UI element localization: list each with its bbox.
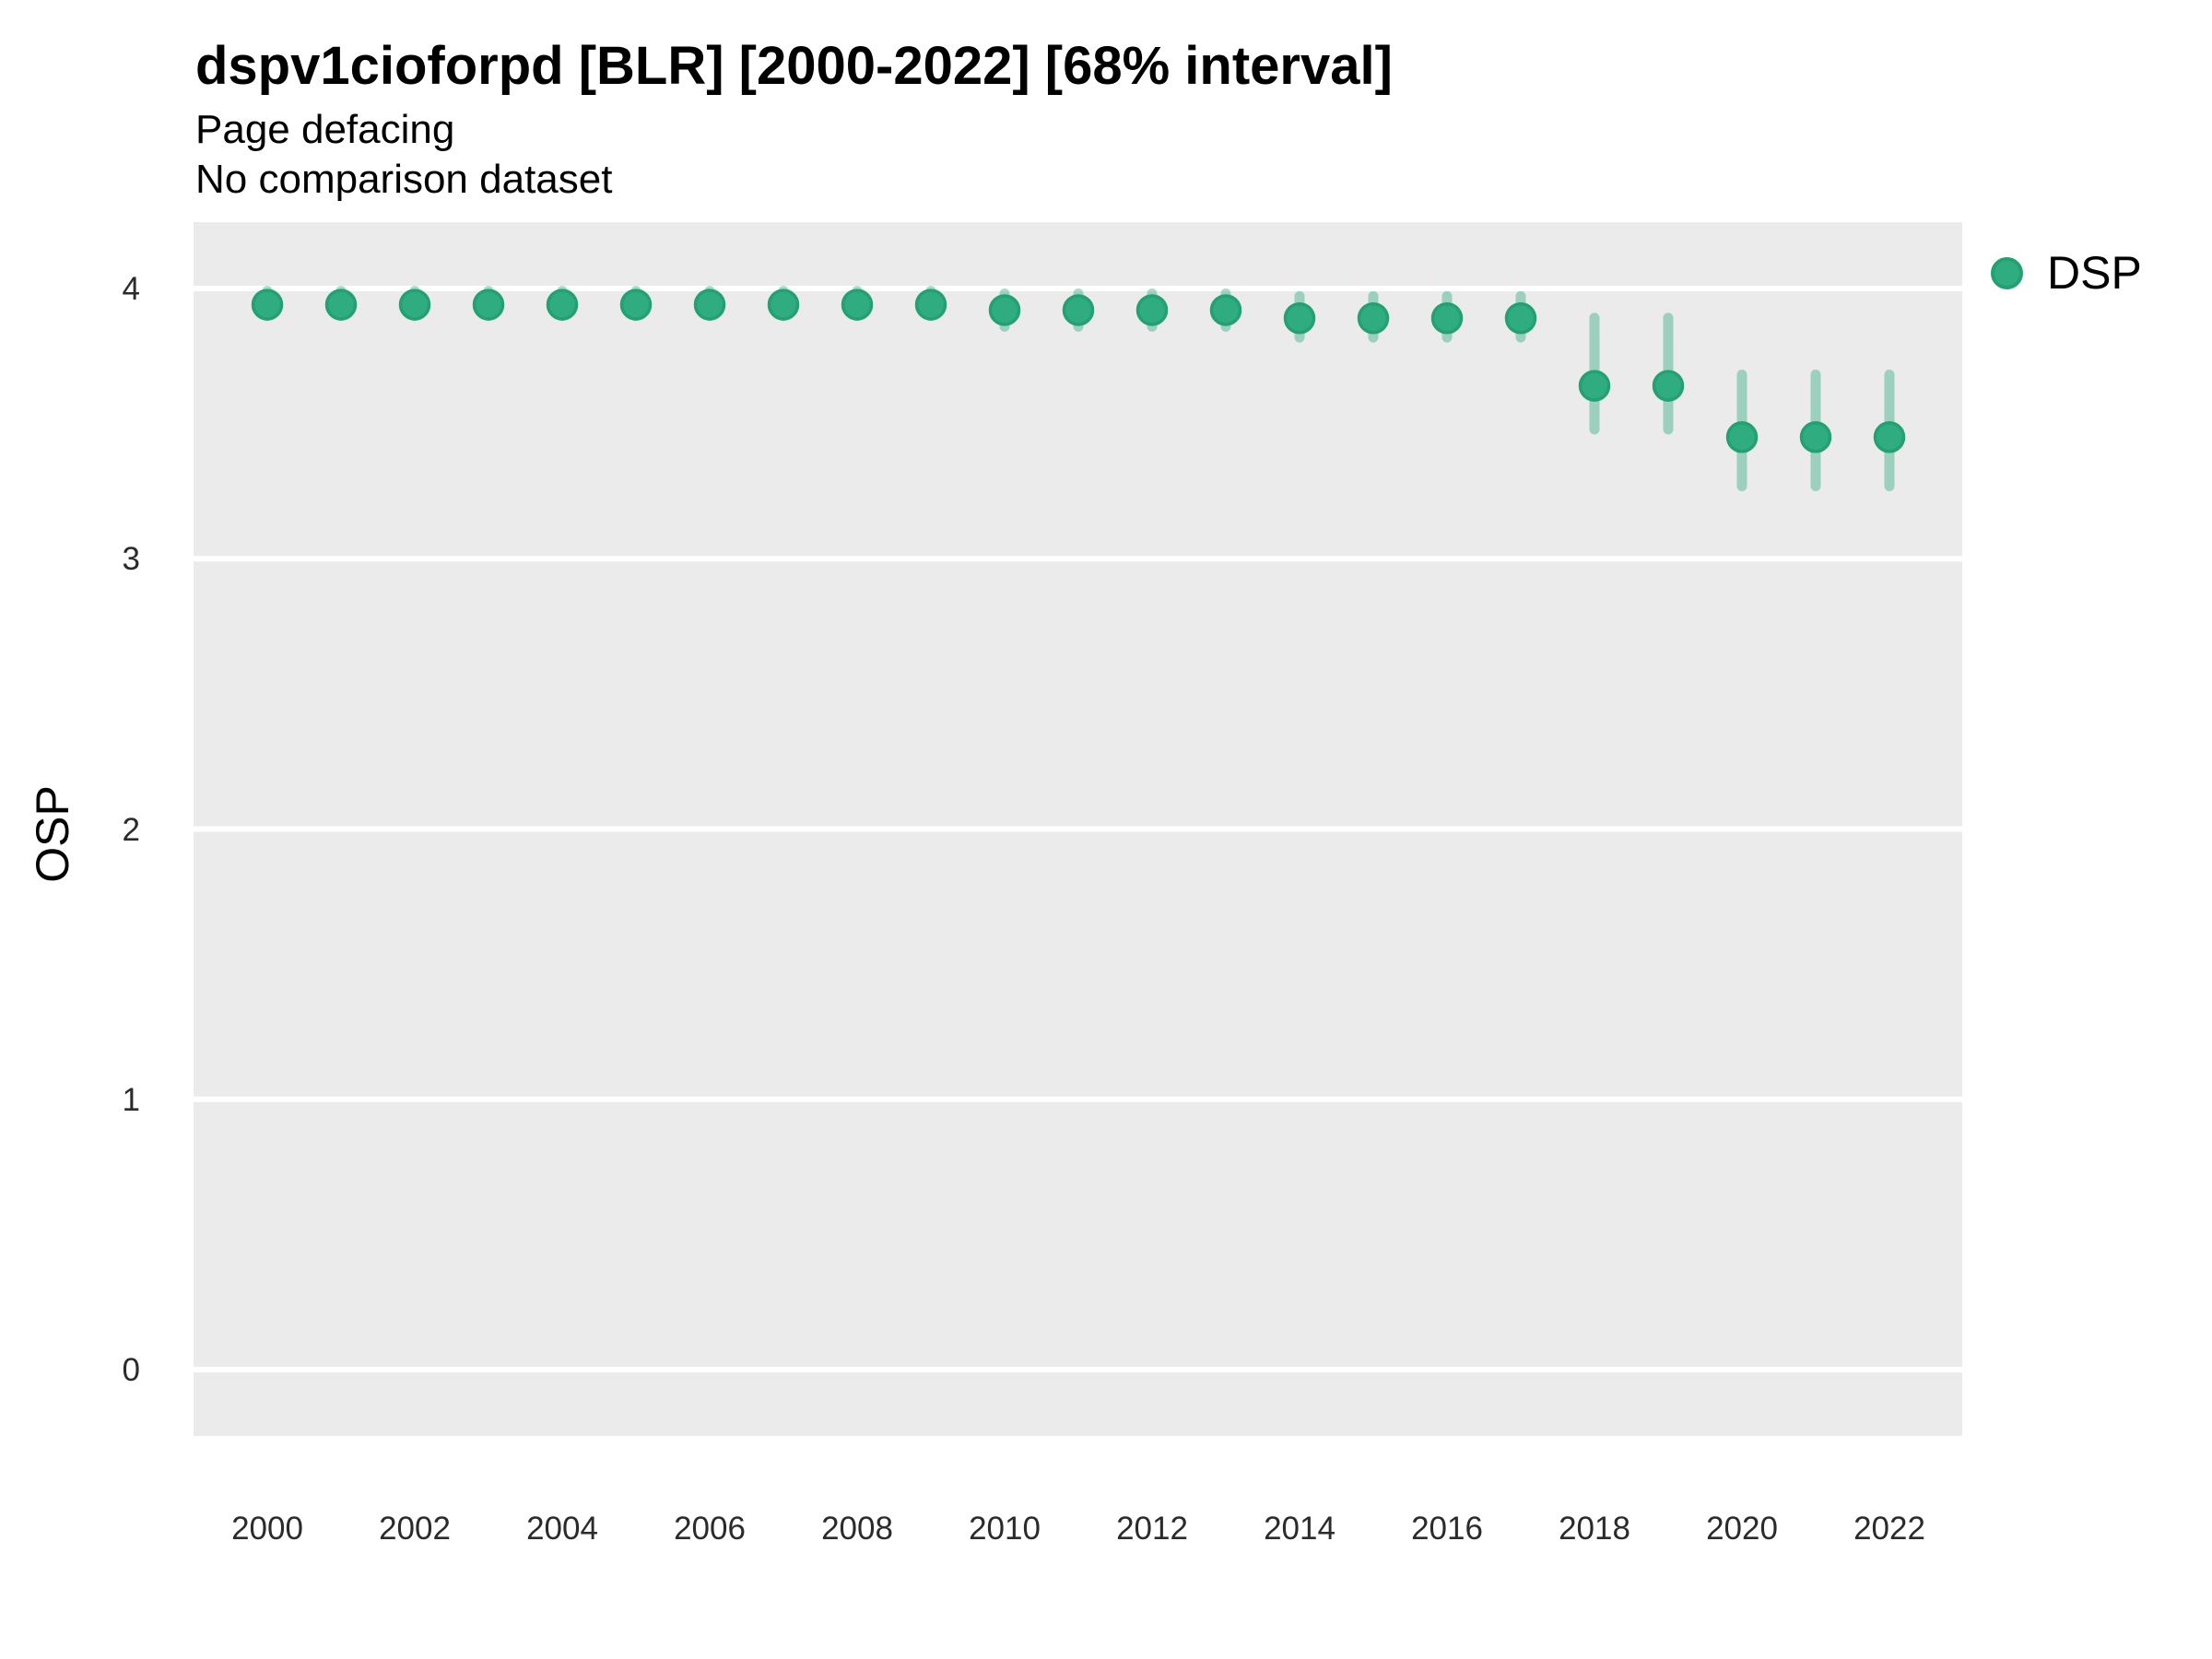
- data-point-2022: [1873, 421, 1906, 453]
- data-point-2001: [324, 288, 358, 321]
- x-tick-label-2022: 2022: [1853, 1511, 1925, 1547]
- y-tick-label-1: 1: [122, 1081, 140, 1118]
- x-tick-label-2000: 2000: [231, 1511, 303, 1547]
- data-point-2010: [988, 294, 1021, 326]
- plot-panel: [194, 222, 1962, 1436]
- y-tick-label-3: 3: [122, 541, 140, 578]
- data-point-2002: [398, 288, 431, 321]
- y-axis-label: OSP: [27, 785, 78, 883]
- data-point-2014: [1283, 302, 1316, 335]
- legend-dsp-dot-icon: [1991, 256, 2023, 289]
- x-tick-label-2010: 2010: [969, 1511, 1041, 1547]
- x-tick-label-2020: 2020: [1706, 1511, 1778, 1547]
- y-tick-label-4: 4: [122, 271, 140, 307]
- x-tick-label-2004: 2004: [526, 1511, 598, 1547]
- data-point-2013: [1209, 294, 1242, 326]
- data-point-2003: [472, 288, 505, 321]
- x-tick-label-2012: 2012: [1116, 1511, 1188, 1547]
- data-point-2021: [1799, 421, 1832, 453]
- data-point-2015: [1357, 302, 1390, 335]
- data-point-2005: [619, 288, 653, 321]
- data-point-2007: [767, 288, 800, 321]
- x-tick-label-2008: 2008: [821, 1511, 893, 1547]
- data-point-2019: [1652, 370, 1685, 402]
- data-point-2020: [1725, 421, 1759, 453]
- y-tick-label-0: 0: [122, 1352, 140, 1388]
- x-tick-label-2018: 2018: [1559, 1511, 1630, 1547]
- chart-note: No comparison dataset: [195, 157, 613, 202]
- x-tick-label-2016: 2016: [1411, 1511, 1483, 1547]
- legend: DSP: [1991, 250, 2142, 296]
- data-point-2006: [693, 288, 726, 321]
- data-point-2009: [914, 288, 947, 321]
- plot-svg: [194, 286, 1962, 1372]
- data-point-2011: [1062, 294, 1095, 326]
- chart-subtitle: Page defacing: [195, 107, 455, 152]
- data-point-2012: [1135, 294, 1169, 326]
- data-point-2008: [841, 288, 874, 321]
- x-tick-label-2014: 2014: [1264, 1511, 1335, 1547]
- data-point-2004: [546, 288, 579, 321]
- data-point-2000: [251, 288, 284, 321]
- legend-label: DSP: [2047, 247, 2142, 299]
- data-point-2017: [1504, 302, 1537, 335]
- y-tick-label-2: 2: [122, 811, 140, 848]
- x-tick-label-2002: 2002: [379, 1511, 451, 1547]
- data-point-2018: [1578, 370, 1611, 402]
- data-point-2016: [1430, 302, 1464, 335]
- x-tick-label-2006: 2006: [674, 1511, 746, 1547]
- chart-title: dspv1cioforpd [BLR] [2000-2022] [68% int…: [195, 36, 1393, 96]
